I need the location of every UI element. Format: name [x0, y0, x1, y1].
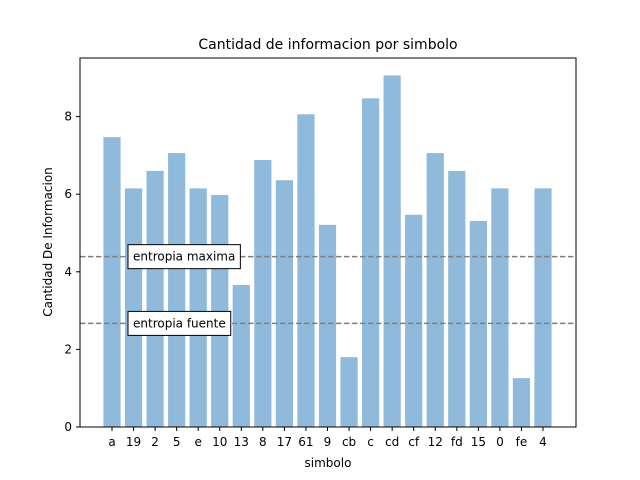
bar-c: [362, 98, 380, 428]
y-axis-ticks: 0 2 4 6 8: [64, 110, 80, 434]
bar-cb: [340, 357, 358, 427]
y-axis-label: Cantidad De Informacion: [41, 167, 55, 317]
x-tick-label: cb: [342, 435, 356, 449]
x-tick-label: fe: [516, 435, 528, 449]
x-tick-label: fd: [451, 435, 463, 449]
reference-line-label-box: [127, 244, 241, 270]
bar-12: [426, 153, 444, 427]
bar-5: [168, 153, 186, 427]
x-tick-label: 13: [234, 435, 249, 449]
plot-frame: [79, 57, 577, 428]
x-tick-label: a: [108, 435, 115, 449]
bar-8: [254, 160, 272, 428]
x-tick-label: 4: [539, 435, 547, 449]
x-tick-label: e: [195, 435, 202, 449]
x-tick-label: 5: [173, 435, 181, 449]
x-tick-label: 61: [298, 435, 313, 449]
bar-cd: [383, 75, 401, 427]
x-tick-label: 0: [496, 435, 504, 449]
x-tick-label: 2: [151, 435, 159, 449]
bar-fe: [512, 378, 531, 427]
bar-a: [103, 137, 121, 427]
bar-9: [318, 224, 337, 427]
x-tick-label: 19: [126, 435, 141, 449]
x-tick-label: 17: [277, 435, 292, 449]
bar-e: [189, 188, 207, 427]
y-tick-label: 6: [64, 187, 72, 201]
x-tick-label: 8: [259, 435, 267, 449]
bar-4: [534, 188, 552, 427]
y-tick-label: 8: [64, 110, 72, 124]
x-axis-ticks: a 19 2 5 e 10 13 8 17 61 9 cb c cd cf 12 fd 15 0 fe 4: [108, 427, 547, 449]
x-tick-label: cd: [385, 435, 399, 449]
chart-title: Cantidad de informacion por simbolo: [198, 37, 457, 53]
bar-2: [146, 170, 164, 427]
bar-fd: [448, 170, 466, 427]
bar-61: [297, 114, 315, 427]
x-tick-label: c: [367, 435, 374, 449]
bar-17: [275, 180, 293, 427]
reference-line-label: entropia fuente: [133, 316, 226, 330]
y-tick-label: 0: [64, 420, 72, 434]
x-tick-label: 12: [428, 435, 443, 449]
bars-group: [103, 75, 552, 428]
reference-lines-group: entropia maxima entropia fuente: [80, 244, 576, 336]
x-tick-label: 9: [324, 435, 332, 449]
y-tick-label: 2: [64, 342, 72, 356]
bar-0: [491, 188, 509, 427]
reference-line-label-box: [127, 310, 232, 336]
x-tick-label: cf: [408, 435, 420, 449]
bar-15: [469, 220, 487, 427]
bar-19: [124, 188, 143, 427]
x-axis-label: simbolo: [305, 456, 352, 470]
y-tick-label: 4: [64, 265, 72, 279]
bar-13: [232, 284, 250, 427]
reference-line-label: entropia maxima: [133, 250, 235, 264]
x-tick-label: 10: [212, 435, 227, 449]
x-tick-label: 15: [471, 435, 486, 449]
bar-cf: [405, 214, 423, 427]
